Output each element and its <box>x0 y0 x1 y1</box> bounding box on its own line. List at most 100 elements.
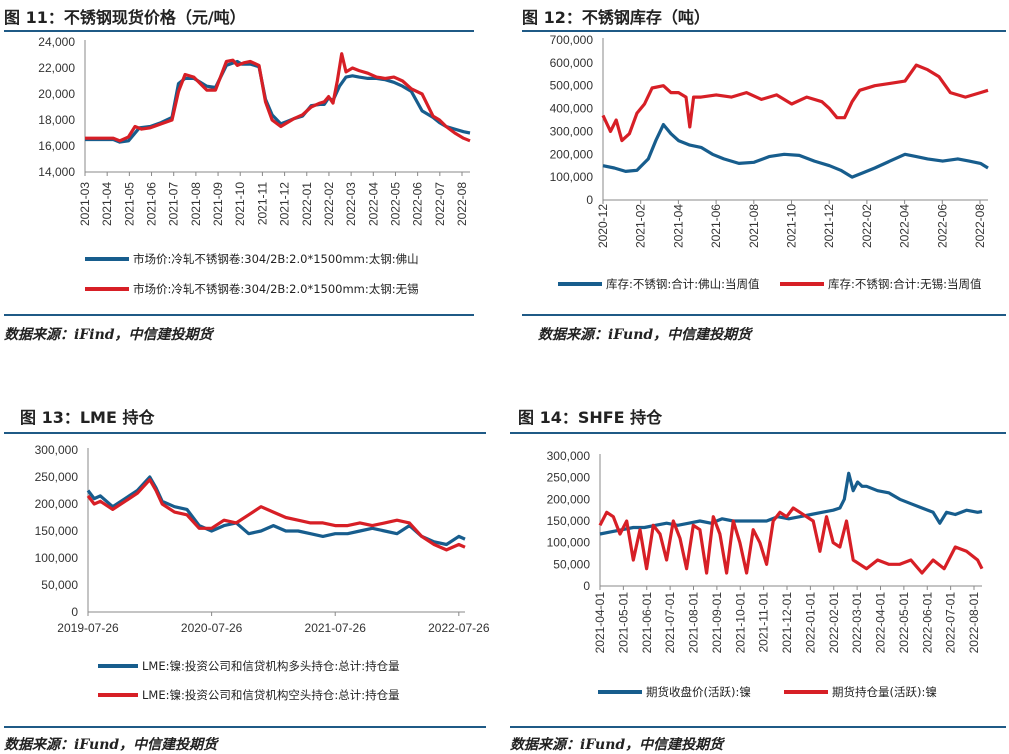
x-tick-label: 2022-02 <box>860 204 874 248</box>
y-tick-label: 300,000 <box>35 443 79 457</box>
x-tick-label: 2022-07-01 <box>944 592 958 654</box>
x-tick-label: 2021-07-26 <box>305 621 367 635</box>
chart-title: 图 11：不锈钢现货价格（元/吨） <box>4 8 246 27</box>
x-tick-label: 2021-06 <box>709 204 723 248</box>
series-line-2 <box>598 506 984 575</box>
x-tick-label: 2022-07-26 <box>428 621 490 635</box>
x-tick-label: 2022-03-01 <box>850 592 864 654</box>
x-tick-label: 2021-07-01 <box>663 592 677 654</box>
x-tick-label: 2022-01 <box>300 182 314 226</box>
y-tick-label: 100,000 <box>547 536 591 550</box>
x-tick-label: 2021-08-01 <box>687 592 701 654</box>
source-note: 数据来源：iFund，中信建投期货 <box>510 737 724 753</box>
x-tick-label: 2021-08 <box>747 204 761 248</box>
series-line-1 <box>86 475 466 547</box>
y-tick-label: 50,000 <box>41 578 78 592</box>
y-tick-label: 14,000 <box>38 165 75 179</box>
chart-title: 图 12：不锈钢库存（吨） <box>522 8 710 27</box>
x-tick-label: 2021-08 <box>189 182 203 226</box>
x-tick-label: 2022-05 <box>388 182 402 226</box>
y-tick-label: 50,000 <box>553 557 590 571</box>
x-tick-label: 2022-08 <box>973 204 987 248</box>
y-tick-label: 24,000 <box>38 35 75 49</box>
x-tick-label: 2022-05-01 <box>897 592 911 654</box>
x-tick-label: 2022-03 <box>344 182 358 226</box>
x-tick-label: 2021-09 <box>211 182 225 226</box>
x-tick-label: 2022-06 <box>411 182 425 226</box>
y-tick-label: 200,000 <box>547 492 591 506</box>
title-divider <box>4 30 474 32</box>
x-tick-label: 2021-04 <box>100 182 114 226</box>
title-divider <box>522 30 1006 32</box>
series-line-1 <box>602 122 989 179</box>
chart-14: 0 50,000 100,000 150,000 200,000 250,000 300,0… <box>547 449 984 699</box>
y-tick-label: 600,000 <box>550 56 594 70</box>
legend-label: 市场价:冷轧不锈钢卷:304/2B:2.0*1500mm:太钢:无锡 <box>133 282 419 296</box>
title-divider <box>4 432 486 434</box>
y-tick-label: 150,000 <box>547 514 591 528</box>
x-tick-label: 2021-04 <box>671 204 685 248</box>
x-tick-label: 2020-07-26 <box>181 621 243 635</box>
x-tick-label: 2021-05-01 <box>616 592 630 654</box>
x-tick-label: 2021-06-01 <box>640 592 654 654</box>
x-tick-label: 2022-07 <box>433 182 447 226</box>
x-tick-label: 2021-03 <box>78 182 92 226</box>
x-tick-label: 2021-12 <box>278 182 292 226</box>
chart-12: 0 100,000 200,000 300,000 400,000 500,000 600,… <box>550 33 989 291</box>
source-note: 数据来源：iFund，中信建投期货 <box>538 327 752 343</box>
legend-label: 市场价:冷轧不锈钢卷:304/2B:2.0*1500mm:太钢:佛山 <box>133 252 419 266</box>
source-divider <box>4 314 474 316</box>
x-tick-label: 2021-06 <box>145 182 159 226</box>
x-tick-label: 2021-04-01 <box>593 592 607 654</box>
source-divider <box>510 726 1006 728</box>
y-tick-label: 700,000 <box>550 33 594 47</box>
x-tick-label: 2021-05 <box>122 182 136 226</box>
y-tick-label: 200,000 <box>550 147 594 161</box>
x-tick-label: 2021-02 <box>634 204 648 248</box>
x-tick-label: 2022-04 <box>366 182 380 226</box>
x-tick-label: 2019-07-26 <box>57 621 119 635</box>
x-tick-label: 2021-07 <box>167 182 181 226</box>
legend-label: 期货持仓量(活跃):镍 <box>832 685 937 699</box>
series-line-2 <box>601 63 989 143</box>
legend-label: LME:镍:投资公司和信贷机构空头持仓:总计:持仓量 <box>142 688 400 702</box>
x-tick-label: 2022-06 <box>935 204 949 248</box>
x-tick-label: 2022-02 <box>322 182 336 226</box>
source-divider <box>4 726 486 728</box>
series-line-2 <box>86 478 466 552</box>
x-tick-label: 2021-12-01 <box>780 592 794 654</box>
chart-title: 图 13：LME 持仓 <box>20 408 155 427</box>
legend-label: 库存:不锈钢:合计:无锡:当周值 <box>828 277 982 291</box>
chart-13: 0 50,000 100,000 150,000 200,000 250,000 300,0… <box>35 443 490 702</box>
x-tick-label: 2020-12 <box>596 204 610 248</box>
y-tick-label: 300,000 <box>547 449 591 463</box>
y-tick-label: 20,000 <box>38 87 75 101</box>
y-tick-label: 0 <box>583 579 590 593</box>
x-tick-label: 2021-11 <box>255 182 269 225</box>
y-tick-label: 500,000 <box>550 79 594 93</box>
chart-11: 14,000 16,000 18,000 20,000 22,000 24,000 2021… <box>38 35 471 296</box>
y-tick-label: 22,000 <box>38 61 75 75</box>
y-tick-label: 250,000 <box>35 470 79 484</box>
x-tick-label: 2021-10 <box>233 182 247 226</box>
y-tick-label: 18,000 <box>38 113 75 127</box>
title-divider <box>510 432 1006 434</box>
source-note: 数据来源：iFund，中信建投期货 <box>4 737 218 753</box>
y-tick-label: 400,000 <box>550 102 594 116</box>
source-note: 数据来源：iFind，中信建投期货 <box>4 327 213 343</box>
legend-label: 库存:不锈钢:合计:佛山:当周值 <box>606 277 760 291</box>
y-tick-label: 100,000 <box>35 551 79 565</box>
legend-label: LME:镍:投资公司和信贷机构多头持仓:总计:持仓量 <box>142 659 400 673</box>
y-tick-label: 250,000 <box>547 471 591 485</box>
y-tick-label: 16,000 <box>38 139 75 153</box>
series-line-2 <box>85 52 471 143</box>
x-tick-label: 2022-04-01 <box>874 592 888 654</box>
series-line-1 <box>599 471 983 536</box>
x-tick-label: 2021-10-01 <box>733 592 747 654</box>
x-tick-label: 2022-01-01 <box>803 592 817 654</box>
y-tick-label: 100,000 <box>550 170 594 184</box>
x-tick-label: 2022-08 <box>455 182 469 226</box>
y-tick-label: 0 <box>586 193 593 207</box>
x-tick-label: 2021-09-01 <box>710 592 724 654</box>
legend-label: 期货收盘价(活跃):镍 <box>646 685 751 699</box>
